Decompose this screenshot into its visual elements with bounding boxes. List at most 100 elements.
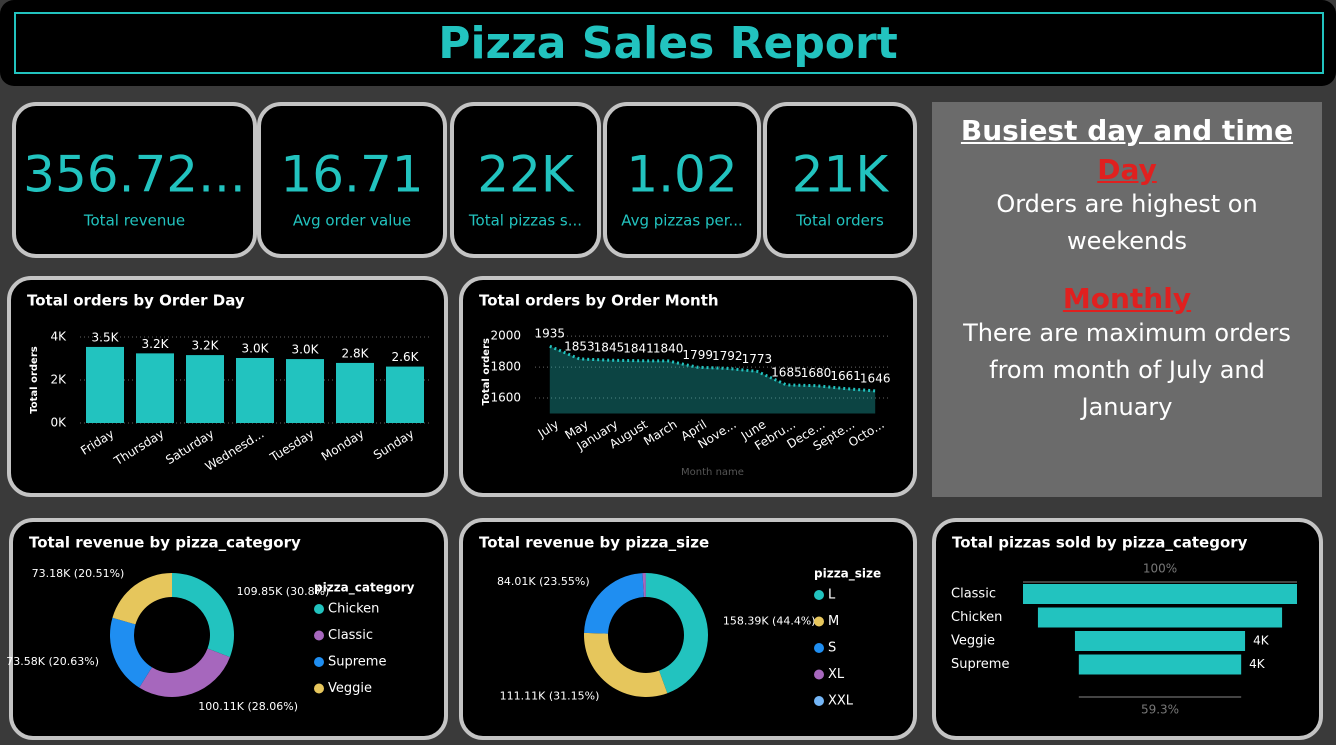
legend-label: L	[828, 588, 836, 603]
legend-label: XL	[828, 667, 845, 682]
legend-label: Supreme	[328, 655, 386, 670]
y-axis-title: Total orders	[481, 338, 492, 405]
legend-swatch	[814, 643, 824, 653]
y-tick-label: 2K	[50, 373, 67, 387]
card	[12, 102, 257, 258]
value-label: 109.85K (30.8%)	[237, 585, 330, 598]
value-label: 4K	[1253, 634, 1270, 648]
legend-label: S	[828, 641, 836, 656]
funnel-bar	[1023, 584, 1297, 604]
legend-swatch	[814, 590, 824, 600]
donut-slice	[109, 617, 152, 688]
value-label: 73.18K (20.51%)	[32, 567, 125, 580]
funnel-bar	[1074, 631, 1246, 651]
funnel-annotation: 59.3%	[1141, 703, 1179, 717]
funnel-bar	[1037, 607, 1283, 628]
legend-swatch	[314, 630, 324, 641]
donut-slice	[646, 573, 709, 694]
card	[603, 102, 761, 258]
kpi-value: 16.71	[280, 146, 423, 204]
kpi-value: 356.72...	[23, 146, 246, 204]
kpi-label: Avg order value	[293, 212, 411, 230]
value-label: 100.11K (28.06%)	[198, 700, 298, 713]
category-label: Veggie	[951, 634, 995, 649]
insight-panel: Busiest day and time Day Orders are high…	[932, 102, 1322, 497]
value-label: 1792	[712, 349, 743, 363]
chart-title: Total pizzas sold by pizza_category	[952, 534, 1248, 552]
chart-title: Total revenue by pizza_category	[29, 534, 301, 552]
card	[7, 276, 448, 497]
legend-swatch	[314, 604, 324, 614]
bar	[236, 357, 274, 423]
legend-swatch	[314, 657, 324, 667]
card	[459, 276, 917, 497]
area	[549, 346, 876, 414]
chart-title: Total revenue by pizza_size	[479, 534, 709, 552]
value-label: 1853	[564, 339, 595, 353]
legend-title: pizza_size	[814, 567, 881, 582]
category-label: Supreme	[951, 657, 1009, 672]
legend-label: M	[828, 614, 839, 629]
donut-slice	[642, 573, 646, 598]
insight-title: Busiest day and time	[960, 114, 1294, 147]
donut-slice	[172, 573, 235, 658]
legend-label: Chicken	[328, 602, 379, 617]
legend-swatch	[814, 669, 824, 680]
value-label: 1840	[653, 341, 684, 355]
chart-title: Total orders by Order Month	[479, 292, 719, 310]
card	[763, 102, 917, 258]
header-bar	[0, 0, 1336, 86]
y-tick-label: 4K	[50, 330, 67, 344]
y-tick-label: 1600	[490, 391, 521, 405]
value-label: 3.0K	[242, 341, 270, 355]
x-axis-title: Month name	[681, 467, 744, 478]
line	[549, 344, 876, 393]
day-text: Orders are highest on weekends	[996, 190, 1258, 255]
value-label: 1935	[535, 327, 566, 341]
value-label: 1799	[682, 348, 713, 362]
y-tick-label: 2000	[490, 329, 521, 343]
bar	[136, 353, 174, 423]
value-label: 4K	[1249, 657, 1266, 671]
kpi-label: Total orders	[795, 212, 884, 230]
y-tick-label: 0K	[50, 416, 67, 430]
bar	[86, 346, 124, 423]
donut-slice	[139, 648, 230, 697]
legend-label: Veggie	[328, 681, 372, 696]
card	[932, 518, 1323, 740]
value-label: 1845	[594, 341, 625, 355]
monthly-text: There are maximum orders from month of J…	[963, 319, 1291, 421]
bar	[286, 359, 324, 423]
value-label: 2.8K	[342, 346, 370, 360]
value-label: 111.11K (31.15%)	[500, 690, 600, 703]
header-frame	[14, 12, 1324, 74]
value-label: 3.2K	[142, 337, 170, 351]
funnel-annotation: 100%	[1143, 562, 1177, 576]
legend-title: pizza_category	[314, 581, 415, 596]
donut-slice	[112, 572, 172, 625]
value-label: 1773	[742, 352, 773, 366]
kpi-label: Total pizzas s...	[468, 212, 582, 230]
category-label: Classic	[951, 587, 996, 602]
kpi-label: Total revenue	[83, 212, 185, 230]
card	[257, 102, 447, 258]
kpi-value: 1.02	[626, 146, 737, 204]
kpi-label: Avg pizzas per...	[621, 212, 743, 230]
day-heading: Day	[1097, 153, 1157, 186]
bar	[336, 362, 374, 423]
card	[450, 102, 601, 258]
kpi-value: 21K	[792, 146, 890, 204]
value-label: 1680	[801, 366, 832, 380]
value-label: 3.5K	[92, 330, 120, 344]
funnel-bar	[1078, 654, 1242, 675]
legend-label: Classic	[328, 628, 373, 643]
value-label: 2.6K	[392, 350, 420, 364]
legend-label: XXL	[828, 694, 854, 709]
bar	[386, 366, 424, 423]
monthly-heading: Monthly	[1062, 282, 1192, 315]
value-label: 3.0K	[292, 343, 320, 357]
value-label: 73.58K (20.63%)	[6, 655, 99, 668]
value-label: 1685	[771, 365, 802, 379]
